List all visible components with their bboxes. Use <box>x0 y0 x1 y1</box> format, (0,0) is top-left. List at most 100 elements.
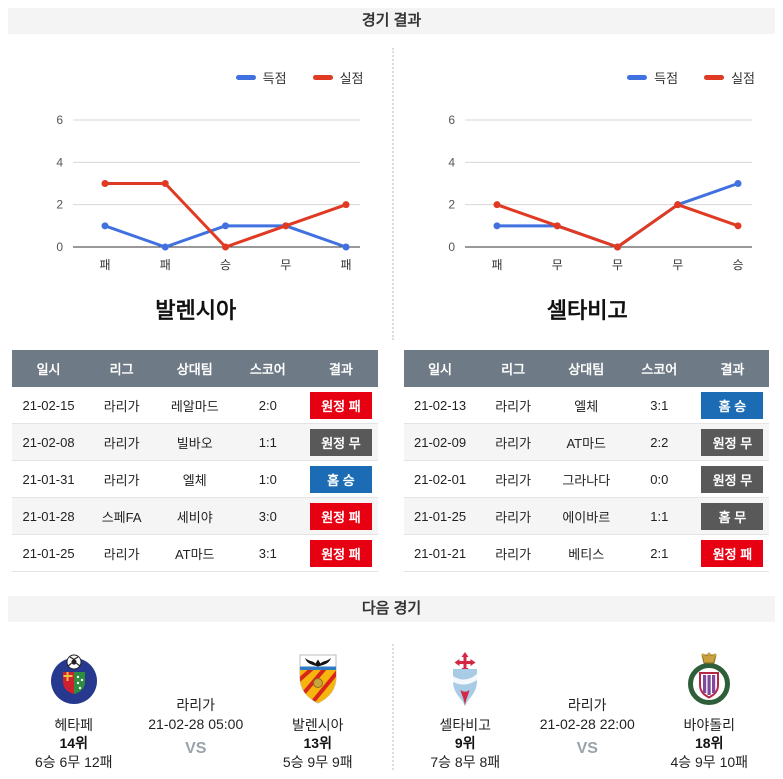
left-team-title: 발렌시아 <box>0 296 392 326</box>
home-team-name: 셀타비고 <box>399 716 531 734</box>
result-badge: 원정 무 <box>701 466 763 493</box>
score-cell: 2:1 <box>623 535 696 572</box>
league-cell: 라리가 <box>477 387 550 424</box>
right-team-title: 셀타비고 <box>392 296 783 326</box>
score-cell: 3:1 <box>231 535 304 572</box>
opponent-cell: 엘체 <box>550 387 623 424</box>
column-header: 일시 <box>404 350 477 387</box>
result-badge: 원정 무 <box>701 429 763 456</box>
column-header: 스코어 <box>231 350 304 387</box>
legend-label: 실점 <box>340 68 364 87</box>
date-cell: 21-01-21 <box>404 535 477 572</box>
column-header: 상대팀 <box>158 350 231 387</box>
svg-text:0: 0 <box>56 240 63 254</box>
getafe-crest-icon <box>47 652 101 706</box>
opponent-cell: 그라나다 <box>550 461 623 498</box>
result-cell: 홈 무 <box>696 498 769 535</box>
opponent-cell: 세비야 <box>158 498 231 535</box>
svg-text:2: 2 <box>56 198 63 212</box>
home-team-name: 헤타페 <box>8 716 140 734</box>
legend-label: 실점 <box>731 68 755 87</box>
column-header: 스코어 <box>623 350 696 387</box>
opponent-cell: 엘체 <box>158 461 231 498</box>
date-cell: 21-01-31 <box>12 461 85 498</box>
match-datetime: 21-02-28 05:00 <box>140 714 252 734</box>
vs-label: VS <box>140 740 252 758</box>
away-team-crest <box>643 652 775 706</box>
svg-text:4: 4 <box>448 155 455 169</box>
result-badge: 원정 패 <box>310 540 372 567</box>
match-info-block: 라리가 21-02-28 05:00 VS <box>140 652 252 771</box>
svg-text:무: 무 <box>551 258 562 272</box>
away-team-block: 발렌시아 13위 5승 9무 9패 <box>252 652 384 771</box>
svg-text:무: 무 <box>280 258 291 272</box>
chart-legend: 득점 실점 <box>392 68 756 86</box>
away-team-name: 발렌시아 <box>252 716 384 734</box>
date-cell: 21-02-09 <box>404 424 477 461</box>
next-match-section-header: 다음 경기 <box>8 596 775 622</box>
home-team-rank: 9위 <box>399 734 531 753</box>
home-team-record: 7승 8무 8패 <box>399 753 531 771</box>
result-cell: 원정 무 <box>304 424 377 461</box>
svg-text:패: 패 <box>160 258 171 272</box>
away-team-name: 바야돌리 <box>643 716 775 734</box>
svg-text:6: 6 <box>448 113 455 127</box>
match-datetime: 21-02-28 22:00 <box>531 714 643 734</box>
result-cell: 원정 패 <box>304 387 377 424</box>
valladolid-crest-icon <box>682 652 736 706</box>
date-cell: 21-02-01 <box>404 461 477 498</box>
away-team-record: 5승 9무 9패 <box>252 753 384 771</box>
league-cell: 라리가 <box>477 461 550 498</box>
svg-text:패: 패 <box>491 258 502 272</box>
legend-dash-icon <box>627 75 647 80</box>
league-cell: 라리가 <box>85 535 158 572</box>
away-team-crest <box>252 652 384 706</box>
legend-item: 득점 <box>627 68 678 87</box>
opponent-cell: AT마드 <box>158 535 231 572</box>
vs-label: VS <box>531 740 643 758</box>
valencia-crest-icon <box>295 652 341 706</box>
home-team-record: 6승 6무 12패 <box>8 753 140 771</box>
away-team-record: 4승 9무 10패 <box>643 753 775 771</box>
result-cell: 홈 승 <box>304 461 377 498</box>
score-cell: 3:0 <box>231 498 304 535</box>
league-cell: 라리가 <box>477 498 550 535</box>
result-badge: 홈 승 <box>701 392 763 419</box>
column-header: 결과 <box>304 350 377 387</box>
league-cell: 스페FA <box>85 498 158 535</box>
result-badge: 원정 무 <box>310 429 372 456</box>
date-cell: 21-01-28 <box>12 498 85 535</box>
home-team-block: 셀타비고 9위 7승 8무 8패 <box>399 652 531 771</box>
away-team-rank: 18위 <box>643 734 775 753</box>
svg-text:6: 6 <box>56 113 63 127</box>
score-cell: 1:1 <box>623 498 696 535</box>
svg-text:무: 무 <box>672 258 683 272</box>
opponent-cell: 에이바르 <box>550 498 623 535</box>
date-cell: 21-02-08 <box>12 424 85 461</box>
match-league: 라리가 <box>531 696 643 714</box>
date-cell: 21-01-25 <box>404 498 477 535</box>
league-cell: 라리가 <box>477 424 550 461</box>
result-badge: 홈 승 <box>310 466 372 493</box>
svg-text:패: 패 <box>99 258 110 272</box>
home-team-rank: 14위 <box>8 734 140 753</box>
score-cell: 1:1 <box>231 424 304 461</box>
legend-item: 실점 <box>313 68 364 87</box>
svg-text:무: 무 <box>611 258 622 272</box>
celta-crest-icon <box>443 652 487 706</box>
svg-text:4: 4 <box>56 155 63 169</box>
svg-text:0: 0 <box>448 240 455 254</box>
legend-label: 득점 <box>654 68 678 87</box>
column-header: 일시 <box>12 350 85 387</box>
